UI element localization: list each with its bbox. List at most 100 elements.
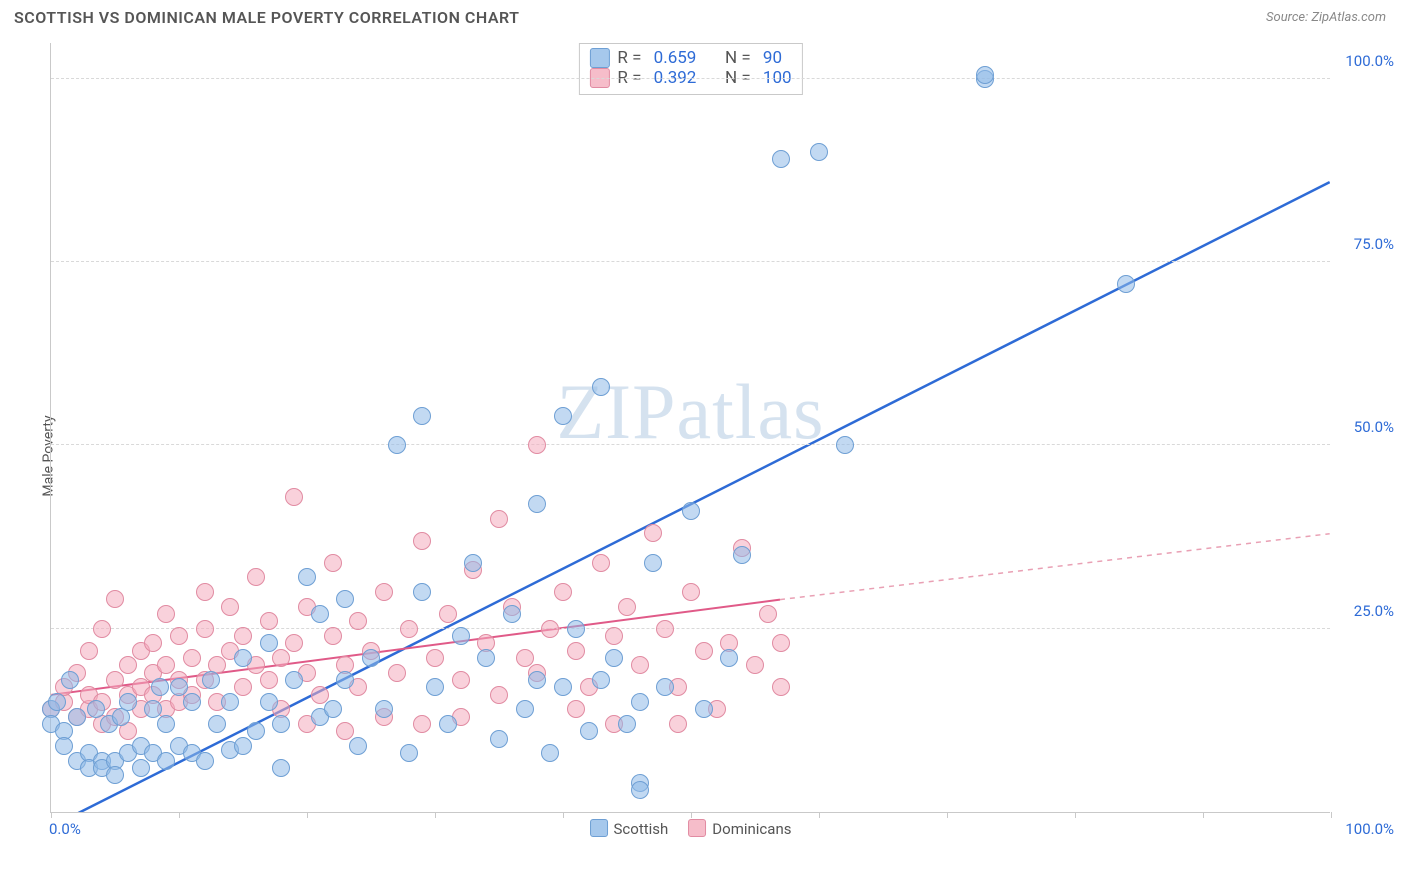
data-point: [592, 671, 610, 689]
x-tick-label-0: 0.0%: [49, 820, 81, 838]
data-point: [400, 620, 418, 638]
data-point: [669, 715, 687, 733]
grid-line: [51, 444, 1330, 445]
data-point: [490, 730, 508, 748]
data-point: [631, 693, 649, 711]
data-point: [55, 737, 73, 755]
data-point: [554, 678, 572, 696]
grid-line: [51, 261, 1330, 262]
data-point: [311, 605, 329, 623]
data-point: [336, 590, 354, 608]
plot-region: ZIPatlas R = 0.659 N = 90 R = 0.392 N = …: [50, 43, 1330, 813]
data-point: [68, 708, 86, 726]
data-point: [157, 715, 175, 733]
data-point: [759, 605, 777, 623]
data-point: [516, 700, 534, 718]
data-point: [247, 722, 265, 740]
data-point: [580, 722, 598, 740]
data-point: [119, 693, 137, 711]
data-point: [272, 715, 290, 733]
data-point: [196, 583, 214, 601]
data-point: [400, 744, 418, 762]
x-tick: [1075, 812, 1076, 818]
swatch-scottish-icon: [590, 819, 608, 837]
chart-title: SCOTTISH VS DOMINICAN MALE POVERTY CORRE…: [14, 8, 520, 27]
data-point: [631, 656, 649, 674]
stats-box: R = 0.659 N = 90 R = 0.392 N = 100: [578, 43, 802, 95]
data-point: [592, 554, 610, 572]
source-attribution: Source: ZipAtlas.com: [1266, 10, 1386, 25]
data-point: [272, 759, 290, 777]
data-point: [336, 722, 354, 740]
data-point: [772, 634, 790, 652]
data-point: [541, 744, 559, 762]
legend-item-scottish: Scottish: [590, 819, 669, 838]
data-point: [618, 715, 636, 733]
data-point: [234, 627, 252, 645]
data-point: [132, 759, 150, 777]
data-point: [388, 436, 406, 454]
data-point: [413, 407, 431, 425]
data-point: [93, 620, 111, 638]
data-point: [976, 66, 994, 84]
data-point: [605, 649, 623, 667]
header-bar: SCOTTISH VS DOMINICAN MALE POVERTY CORRE…: [0, 0, 1406, 33]
data-point: [490, 686, 508, 704]
data-point: [452, 627, 470, 645]
data-point: [324, 700, 342, 718]
data-point: [106, 671, 124, 689]
data-point: [285, 634, 303, 652]
data-point: [234, 737, 252, 755]
data-point: [426, 678, 444, 696]
swatch-dominicans-icon: [688, 819, 706, 837]
data-point: [503, 605, 521, 623]
chart-area: Male Poverty ZIPatlas R = 0.659 N = 90 R…: [0, 33, 1406, 879]
data-point: [48, 693, 66, 711]
x-tick: [51, 812, 52, 818]
data-point: [349, 737, 367, 755]
data-point: [439, 715, 457, 733]
legend-label-scottish: Scottish: [614, 820, 669, 838]
data-point: [388, 664, 406, 682]
legend-item-dominicans: Dominicans: [688, 819, 791, 838]
y-tick-label: 50.0%: [1354, 418, 1394, 436]
data-point: [528, 495, 546, 513]
data-point: [528, 436, 546, 454]
x-tick: [1331, 812, 1332, 818]
data-point: [285, 488, 303, 506]
data-point: [119, 656, 137, 674]
y-tick-label: 75.0%: [1354, 235, 1394, 253]
data-point: [260, 671, 278, 689]
data-point: [157, 605, 175, 623]
data-point: [336, 671, 354, 689]
swatch-scottish-icon: [589, 48, 609, 68]
data-point: [151, 678, 169, 696]
data-point: [234, 678, 252, 696]
x-tick: [307, 812, 308, 818]
data-point: [733, 546, 751, 564]
data-point: [285, 671, 303, 689]
legend-label-dominicans: Dominicans: [712, 820, 791, 838]
data-point: [528, 671, 546, 689]
data-point: [87, 700, 105, 718]
x-tick: [691, 812, 692, 818]
y-tick-label: 25.0%: [1354, 602, 1394, 620]
trend-lines: [51, 43, 1330, 812]
data-point: [682, 502, 700, 520]
data-point: [183, 693, 201, 711]
stats-r-scottish: 0.659: [654, 48, 697, 68]
data-point: [567, 620, 585, 638]
data-point: [144, 634, 162, 652]
data-point: [656, 678, 674, 696]
data-point: [567, 642, 585, 660]
x-tick: [435, 812, 436, 818]
data-point: [80, 642, 98, 660]
stats-r-label: R =: [617, 48, 645, 68]
data-point: [836, 436, 854, 454]
data-point: [695, 700, 713, 718]
data-point: [183, 649, 201, 667]
data-point: [746, 656, 764, 674]
data-point: [170, 627, 188, 645]
data-point: [375, 583, 393, 601]
data-point: [426, 649, 444, 667]
